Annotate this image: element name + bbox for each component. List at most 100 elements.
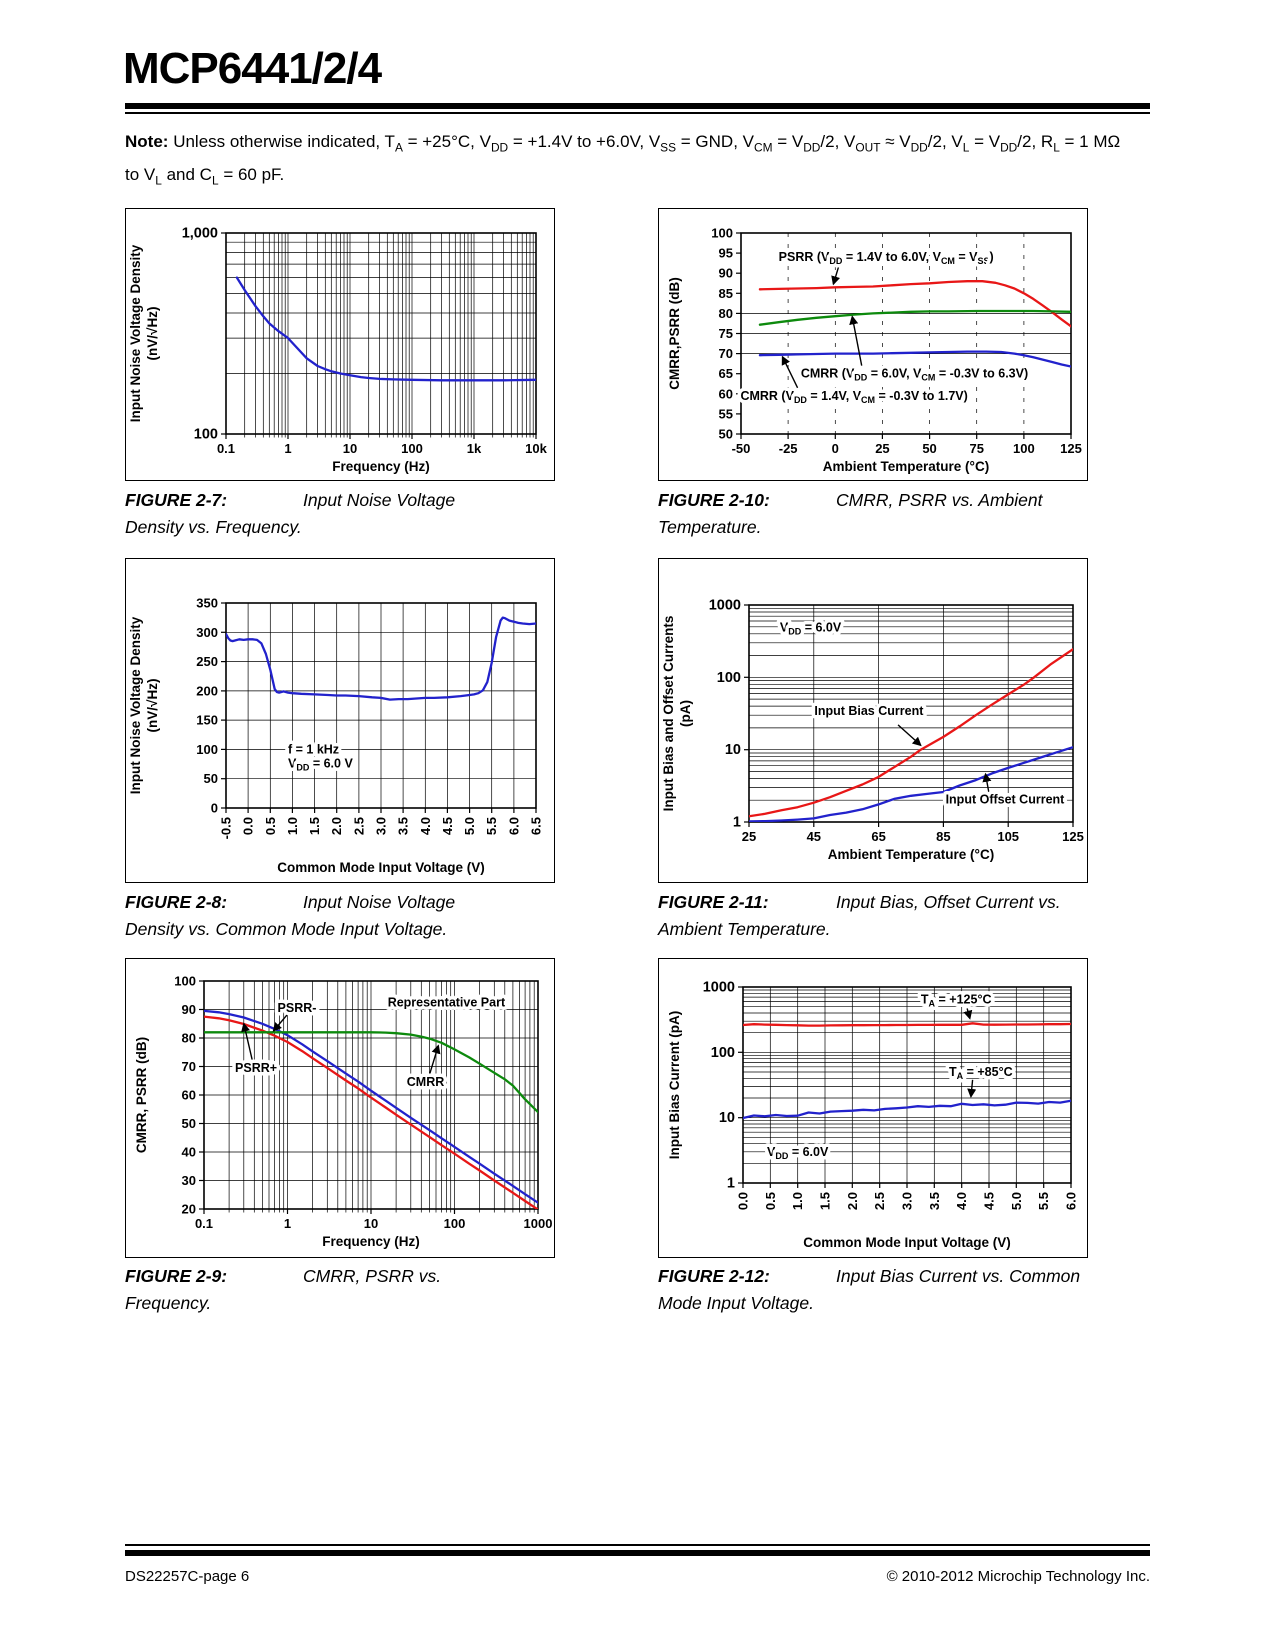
chart-annotation: Representative Part [388, 995, 506, 1009]
svg-text:1000: 1000 [703, 980, 735, 996]
svg-text:3.5: 3.5 [396, 817, 411, 835]
svg-text:-0.5: -0.5 [219, 817, 234, 839]
svg-text:105: 105 [997, 829, 1019, 844]
svg-text:2.0: 2.0 [329, 817, 344, 835]
svg-text:10: 10 [725, 742, 741, 758]
chart-annotation: PSRR+ [235, 1061, 277, 1075]
svg-text:0.0: 0.0 [736, 1192, 751, 1210]
svg-text:70: 70 [182, 1059, 196, 1074]
svg-text:1.5: 1.5 [818, 1192, 833, 1210]
gridlines [226, 233, 536, 434]
figure-2-8-chart: -0.5 0.0 0.5 1.0 1.5 2.0 2.5 3.0 3.5 4.0 4.5 5.0 5.5… [128, 596, 544, 876]
svg-text:100: 100 [711, 226, 733, 241]
svg-text:CMRR, PSRR (dB): CMRR, PSRR (dB) [134, 1037, 149, 1153]
series [204, 1009, 538, 1209]
svg-text:1: 1 [727, 1176, 735, 1192]
figure-2-8-frame: -0.5 0.0 0.5 1.0 1.5 2.0 2.5 3.0 3.5 4.0 4.5 5.0 5.5… [125, 558, 555, 883]
chart-annotation: VDD = 6.0V [767, 1145, 829, 1161]
svg-text:6.0: 6.0 [1064, 1192, 1079, 1210]
svg-text:1: 1 [733, 815, 741, 831]
svg-text:100: 100 [444, 1216, 466, 1231]
svg-text:3.0: 3.0 [374, 817, 389, 835]
note-text: Unless otherwise indicated, TA = +25°C, … [125, 132, 1121, 188]
svg-text:0.1: 0.1 [217, 441, 235, 456]
svg-text:-50: -50 [732, 441, 751, 456]
figure-2-7-caption: FIGURE 2-7: Input Noise Voltage Density v… [125, 487, 513, 541]
svg-text:20: 20 [182, 1202, 196, 1217]
svg-text:4.5: 4.5 [440, 817, 455, 835]
figure-2-12-caption-label: FIGURE 2-12: [658, 1266, 770, 1286]
svg-text:250: 250 [196, 654, 218, 669]
cmrr-vdd-6v-curve [758, 309, 1071, 326]
gridlines [226, 603, 536, 808]
svg-text:90: 90 [719, 266, 733, 281]
svg-text:2.5: 2.5 [872, 1192, 887, 1210]
svg-text:75: 75 [719, 326, 733, 341]
figure-2-11-chart: 25 45 65 85 105 125 1 10 100 1000 Ambient Temperat… [661, 598, 1084, 863]
figure-2-8-caption-text: Input Noise Voltage Density vs. Common M… [125, 892, 456, 939]
svg-text:10k: 10k [525, 441, 547, 456]
svg-text:3.0: 3.0 [900, 1192, 915, 1210]
svg-text:CMRR,PSRR (dB): CMRR,PSRR (dB) [667, 277, 682, 390]
annotation-arrow [849, 315, 863, 366]
figure-2-7-chart: 0.1 1 10 100 1k 10k 100 1,000 Frequency (Hz) Inpu… [128, 226, 548, 475]
series [749, 648, 1073, 822]
figure-2-9-caption-text: CMRR, PSRR vs. Frequency. [125, 1266, 442, 1313]
figure-2-10-frame: -50 -25 0 25 50 75 100 125 50 55 60 65 70 75 80 85 90 95 1… [658, 208, 1088, 481]
chart-annotation: Input Offset Current [946, 792, 1066, 806]
series [235, 276, 536, 382]
footer-rule-thick [125, 1550, 1150, 1556]
svg-text:0.5: 0.5 [763, 1192, 778, 1210]
chart-annotation: PSRR (VDD = 1.4V to 6.0V, VCM = VSS) [779, 250, 994, 266]
svg-text:1: 1 [284, 441, 291, 456]
svg-text:0.5: 0.5 [263, 817, 278, 835]
figure-2-7-frame: 0.1 1 10 100 1k 10k 100 1,000 Frequency (Hz) Inpu… [125, 208, 555, 481]
page-title: MCP6441/2/4 [123, 44, 382, 93]
figure-2-10-caption-text: CMRR, PSRR vs. Ambient Temperature. [658, 490, 1043, 537]
svg-text:95: 95 [719, 246, 733, 261]
annotation-arrow [967, 1079, 977, 1098]
psrr-curve [758, 280, 1071, 328]
svg-text:100: 100 [711, 1045, 735, 1061]
footer-copyright: © 2010-2012 Microchip Technology Inc. [886, 1568, 1150, 1585]
svg-text:3.5: 3.5 [927, 1192, 942, 1210]
svg-text:-25: -25 [779, 441, 798, 456]
svg-text:5.5: 5.5 [484, 817, 499, 835]
svg-text:80: 80 [182, 1031, 196, 1046]
figure-2-8-caption: FIGURE 2-8: Input Noise Voltage Density v… [125, 889, 513, 943]
svg-text:100: 100 [717, 670, 741, 686]
chart-annotation: VDD = 6.0 V [288, 756, 353, 772]
figure-2-7-caption-label: FIGURE 2-7: [125, 490, 228, 510]
header-rule-thick [125, 103, 1150, 109]
svg-text:50: 50 [719, 427, 733, 442]
figure-2-12-frame: 0.0 0.5 1.0 1.5 2.0 2.5 3.0 3.5 4.0 4.5 5.0 5.5 6.0 1… [658, 958, 1088, 1258]
input-offset-current-curve [749, 746, 1073, 822]
chart-annotation: PSRR- [278, 1001, 317, 1015]
figure-2-9-caption-label: FIGURE 2-9: [125, 1266, 228, 1286]
svg-text:Input Bias Current (pA): Input Bias Current (pA) [667, 1011, 682, 1160]
input-noise-voltage-density-curve [235, 276, 536, 382]
annotation-arrow [241, 1022, 254, 1061]
psrr-minus-curve [204, 1009, 538, 1204]
axes: 25 45 65 85 105 125 1 10 100 1000 Ambient Temperat… [661, 598, 1084, 863]
svg-text:0.0: 0.0 [241, 817, 256, 835]
cmrr-curve [204, 1031, 538, 1114]
figure-2-8-caption-label: FIGURE 2-8: [125, 892, 228, 912]
svg-text:125: 125 [1060, 441, 1082, 456]
svg-text:0: 0 [211, 801, 218, 816]
figure-2-12-caption-text: Input Bias Current vs. Common Mode Input… [658, 1266, 1081, 1313]
svg-text:Input Noise Voltage Density: Input Noise Voltage Density [128, 616, 143, 794]
svg-text:60: 60 [182, 1088, 196, 1103]
svg-text:100: 100 [194, 427, 218, 443]
annotations: VDD = 6.0V Input Bias Current Input Offset… [776, 617, 1068, 810]
footer-doc-number: DS22257C-page 6 [125, 1568, 250, 1585]
axes: -0.5 0.0 0.5 1.0 1.5 2.0 2.5 3.0 3.5 4.0 4.5 5.0 5.5… [128, 596, 544, 876]
figure-2-11-frame: 25 45 65 85 105 125 1 10 100 1000 Ambient Temperat… [658, 558, 1088, 883]
svg-text:Ambient Temperature (°C): Ambient Temperature (°C) [828, 847, 994, 862]
svg-text:25: 25 [742, 829, 756, 844]
svg-text:70: 70 [719, 346, 733, 361]
series [226, 616, 536, 701]
figure-2-10-chart: -50 -25 0 25 50 75 100 125 50 55 60 65 70 75 80 85 90 95 1… [667, 226, 1082, 475]
annotation-arrow [897, 724, 922, 747]
svg-text:Frequency (Hz): Frequency (Hz) [322, 1234, 420, 1249]
